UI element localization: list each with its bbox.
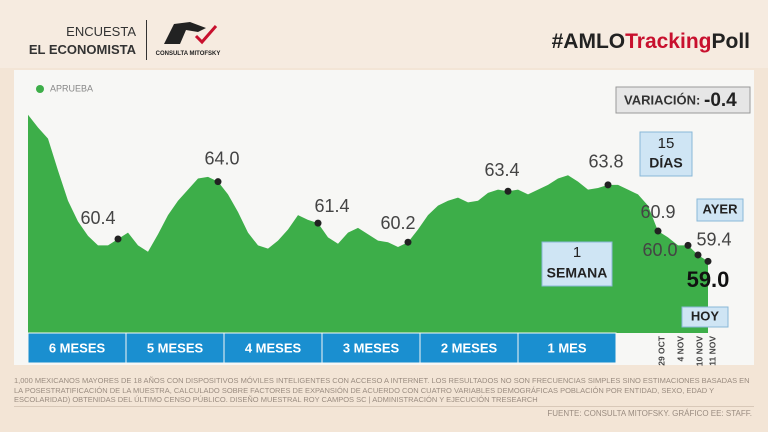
callout-text: AYER — [703, 201, 739, 216]
data-label: 60.4 — [80, 208, 115, 228]
data-point — [694, 251, 702, 259]
callout-text: SEMANA — [547, 265, 608, 281]
data-label: 63.8 — [588, 152, 623, 172]
data-point — [404, 238, 412, 246]
survey-label: ENCUESTA — [66, 24, 136, 39]
data-label: 59.4 — [696, 230, 731, 250]
pollster-label: CONSULTA MITOFSKY — [155, 51, 221, 57]
footnote: 1,000 MEXICANOS MAYORES DE 18 AÑOS CON D… — [14, 376, 750, 404]
legend-label: APRUEBA — [50, 83, 93, 93]
period-band — [321, 332, 421, 364]
callout-box — [696, 198, 744, 222]
data-point — [704, 257, 712, 265]
outlet-label: EL ECONOMISTA — [28, 42, 136, 57]
data-point — [214, 178, 222, 186]
callout-box — [681, 306, 729, 328]
callout-text: 1 — [573, 244, 581, 261]
divider — [146, 20, 147, 60]
data-point — [504, 187, 512, 195]
chart: APRUEBA 60.4 64.0 61.4 60.2 63.4 63.8 60.9 60.0 5… — [14, 70, 754, 367]
period-band — [419, 332, 519, 364]
date-label: 11 NOV — [707, 336, 717, 366]
source: FUENTE: CONSULTA MITOFSKY. GRÁFICO EE: S… — [547, 409, 752, 418]
data-label: 60.9 — [640, 202, 675, 222]
callout-text: HOY — [691, 308, 720, 323]
data-point — [684, 241, 692, 249]
period-label: 2 MESES — [441, 340, 498, 355]
logo — [164, 22, 218, 45]
hashtag-part: Poll — [711, 30, 750, 53]
callout-text: 15 — [658, 135, 675, 152]
period-band — [27, 332, 127, 364]
period-band — [517, 332, 617, 364]
rule — [14, 406, 754, 407]
data-point — [654, 227, 662, 235]
period-label: 3 MESES — [343, 340, 400, 355]
data-label: 60.2 — [380, 213, 415, 233]
date-label: 29 OCT — [656, 335, 666, 366]
callout-box — [639, 131, 693, 177]
data-point — [604, 181, 612, 189]
hashtag: #AMLOTrackingPoll — [552, 30, 750, 54]
period-label: 5 MESES — [147, 340, 204, 355]
data-label: 59.0 — [687, 267, 730, 292]
variation-box — [615, 86, 751, 114]
data-point — [314, 219, 322, 227]
hashtag-part: Tracking — [625, 30, 712, 53]
period-label: 1 MES — [547, 340, 586, 355]
header-bar — [0, 0, 768, 68]
date-label: 4 NOV — [675, 336, 685, 362]
data-point — [114, 235, 122, 243]
date-label: 10 NOV — [694, 336, 704, 367]
data-label: 63.4 — [484, 160, 519, 180]
period-label: 6 MESES — [49, 340, 106, 355]
area — [28, 114, 708, 334]
callout-text: DÍAS — [649, 155, 682, 171]
legend-swatch — [36, 85, 44, 93]
data-label: 61.4 — [314, 196, 349, 216]
callout-box — [541, 241, 613, 287]
variation-value: -0.4 — [704, 90, 737, 111]
data-label: 64.0 — [204, 148, 239, 168]
variation-label: VARIACIÓN: — [624, 92, 700, 107]
hashtag-part: #AMLO — [551, 30, 626, 53]
data-label: 60.0 — [642, 240, 677, 260]
period-label: 4 MESES — [245, 340, 302, 355]
